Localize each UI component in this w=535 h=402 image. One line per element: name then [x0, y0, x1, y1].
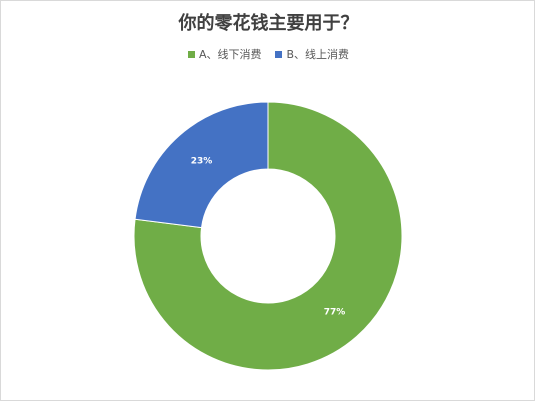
- legend-label-offline: A、线下消费: [198, 48, 262, 61]
- slice-data-label-1: 23%: [191, 157, 213, 167]
- donut-slice-1: [134, 101, 269, 229]
- legend-label-online: B、线上消费: [286, 48, 350, 61]
- chart-title: 你的零花钱主要用于？: [178, 13, 359, 34]
- slice-data-label-0: 77%: [324, 307, 346, 317]
- legend: A、线下消费 B、线上消费: [1, 46, 535, 62]
- legend-swatch-offline: [187, 50, 195, 58]
- legend-item-offline: A、线下消费: [187, 46, 262, 62]
- donut-slice-0: [133, 101, 403, 371]
- legend-item-online: B、线上消费: [275, 46, 349, 62]
- legend-swatch-online: [275, 50, 283, 58]
